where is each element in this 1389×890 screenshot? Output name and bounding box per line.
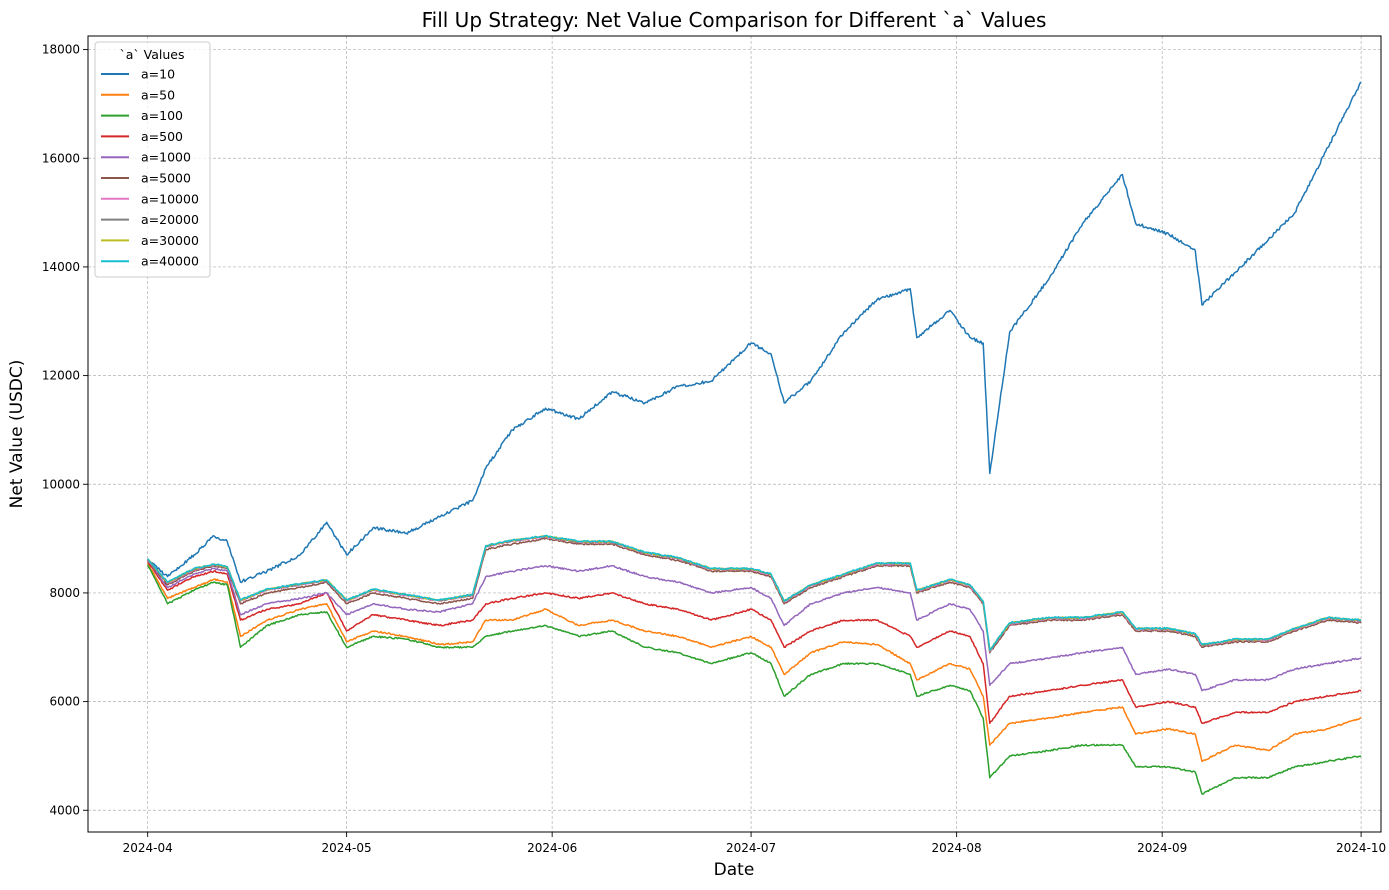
legend-label: a=100 — [141, 108, 183, 123]
series-line — [147, 561, 1362, 725]
legend-label: a=10 — [141, 67, 175, 82]
x-tick-label: 2024-08 — [932, 841, 982, 855]
series-line — [147, 534, 1362, 651]
legend-label: a=40000 — [141, 254, 199, 269]
grid-lines — [88, 36, 1381, 832]
series-line — [147, 536, 1362, 652]
y-tick-label: 8000 — [49, 586, 80, 600]
legend-box — [94, 41, 211, 278]
y-axis-title: Net Value (USDC) — [7, 360, 27, 509]
legend-label: a=500 — [141, 129, 183, 144]
series-line — [147, 81, 1362, 584]
series-line — [147, 537, 1362, 654]
y-tick-label: 10000 — [42, 477, 80, 491]
x-tick-label: 2024-04 — [123, 841, 173, 855]
y-axis-ticks: 4000 6000 8000 10000 12000 14000 16000 18000 — [42, 43, 88, 817]
x-tick-label: 2024-10 — [1336, 841, 1386, 855]
legend-label: a=10000 — [141, 191, 199, 206]
series-line — [147, 564, 1362, 795]
legend-title: `a` Values — [120, 47, 185, 62]
series-line — [147, 535, 1362, 652]
y-tick-label: 12000 — [42, 369, 80, 383]
x-tick-label: 2024-09 — [1137, 841, 1187, 855]
x-axis-ticks: 2024-04 2024-05 2024-06 2024-07 2024-08 2024-… — [123, 832, 1386, 855]
series-line — [147, 559, 1362, 692]
legend-label: a=20000 — [141, 212, 199, 227]
x-tick-label: 2024-06 — [527, 841, 577, 855]
y-tick-label: 18000 — [42, 43, 80, 57]
y-tick-label: 14000 — [42, 260, 80, 274]
series-lines — [147, 81, 1362, 795]
y-tick-label: 4000 — [49, 803, 80, 817]
series-line — [147, 562, 1362, 763]
chart-title: Fill Up Strategy: Net Value Comparison f… — [422, 8, 1047, 32]
legend-label: a=1000 — [141, 150, 191, 165]
legend-label: a=30000 — [141, 233, 199, 248]
x-axis-title: Date — [714, 860, 755, 880]
y-tick-label: 6000 — [49, 695, 80, 709]
legend-label: a=50 — [141, 87, 175, 102]
x-tick-label: 2024-05 — [322, 841, 372, 855]
y-tick-label: 16000 — [42, 151, 80, 165]
plot-area-frame — [87, 35, 1382, 833]
legend: `a` Values a=10 a=50 a=100 a=500 a=1000 a=500… — [94, 41, 211, 278]
legend-label: a=5000 — [141, 171, 191, 186]
x-tick-label: 2024-07 — [726, 841, 776, 855]
